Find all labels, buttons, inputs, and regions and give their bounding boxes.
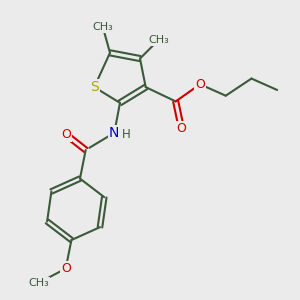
Text: CH₃: CH₃ (148, 35, 169, 45)
Text: O: O (176, 122, 186, 135)
Text: CH₃: CH₃ (28, 278, 49, 288)
Text: H: H (122, 128, 131, 141)
Text: O: O (61, 262, 70, 275)
Text: O: O (61, 128, 70, 141)
Text: N: N (109, 126, 119, 140)
Text: CH₃: CH₃ (92, 22, 113, 32)
Text: S: S (90, 80, 99, 94)
Text: O: O (195, 78, 205, 91)
